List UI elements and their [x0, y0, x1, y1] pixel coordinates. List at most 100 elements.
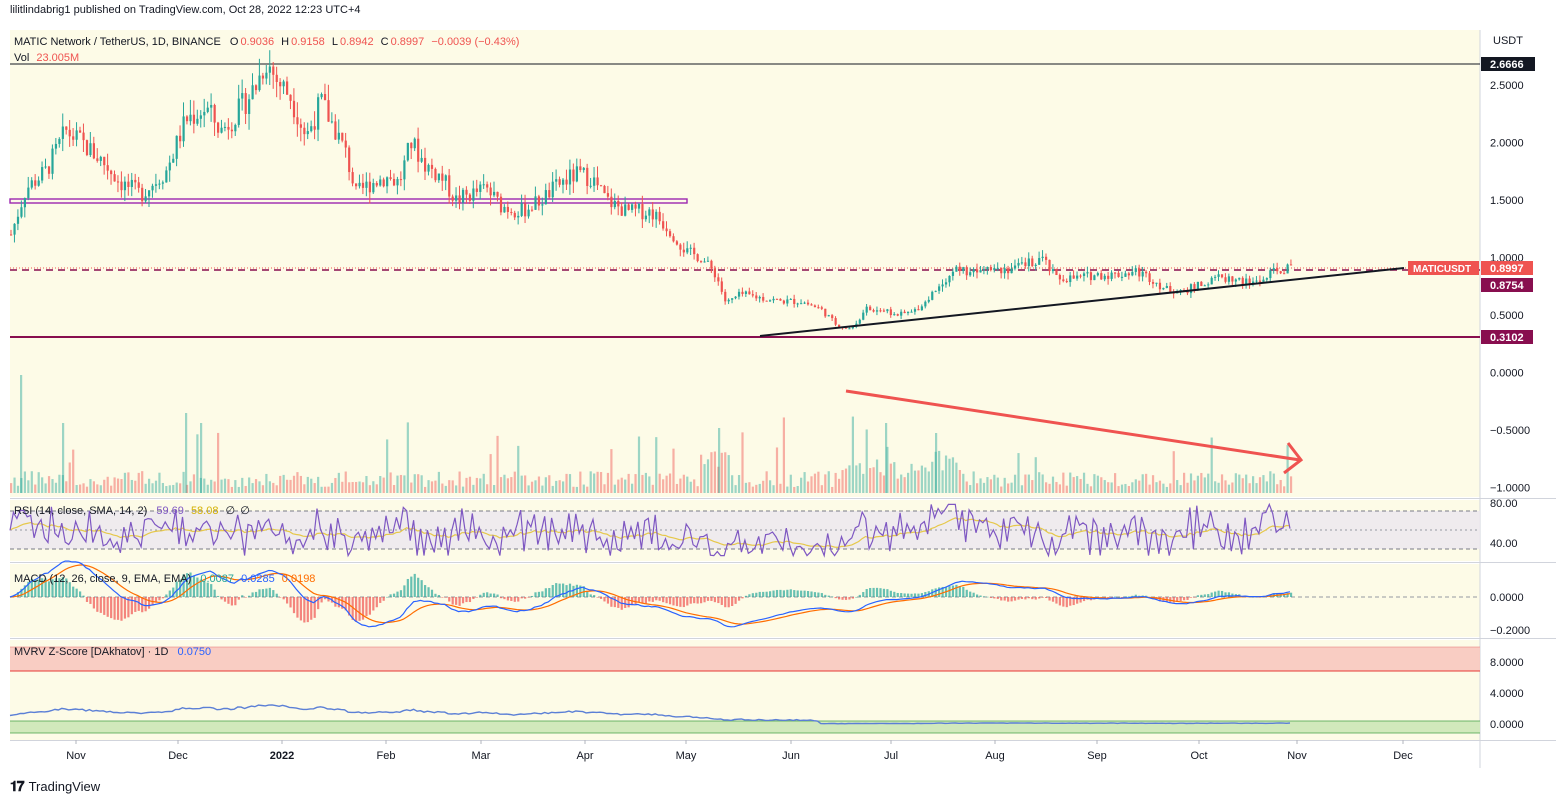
vol-label: Vol: [14, 52, 30, 64]
candle-body: [731, 298, 734, 300]
candle-body: [348, 147, 351, 173]
volume-bar: [196, 434, 199, 493]
macd-hist-bar: [106, 597, 109, 617]
candle-body: [475, 188, 478, 192]
volume-bar: [1072, 477, 1075, 493]
time-tick: Mar: [472, 750, 491, 762]
candle-body: [27, 187, 30, 199]
candle-body: [758, 296, 761, 299]
down-arrow: [845, 389, 1304, 475]
volume-bar: [1013, 474, 1017, 493]
candle-body: [1027, 258, 1030, 267]
volume-bar: [1045, 482, 1048, 493]
candle-body: [948, 275, 951, 283]
time-tick: May: [676, 750, 697, 762]
candle-body: [44, 166, 47, 168]
candle-body: [1265, 278, 1268, 280]
volume-bar: [1141, 474, 1144, 493]
candle-body: [92, 143, 95, 159]
macd-hist-bar: [310, 597, 313, 620]
macd-hist-bar: [37, 579, 40, 597]
macd-hist-bar: [237, 597, 240, 600]
volume-bar: [54, 482, 58, 493]
price-axis: 2.50002.00001.50001.00000.50000.0000−0.5…: [1490, 80, 1530, 495]
volume-bar: [482, 473, 485, 493]
macd-hist-bar: [23, 585, 26, 597]
volume-bar: [1169, 483, 1172, 493]
macd-hist-bar: [510, 597, 513, 602]
volume-bar: [1096, 475, 1099, 493]
candle-body: [769, 300, 772, 302]
volume-bar: [993, 474, 996, 493]
macd-hist-bar: [872, 587, 875, 597]
candle-body: [206, 107, 209, 112]
candle-body: [510, 211, 513, 213]
macd-hist-bar: [1120, 597, 1124, 598]
candle-body: [417, 138, 420, 162]
volume-bar: [1220, 474, 1224, 493]
volume-bar: [734, 485, 737, 493]
volume-bar: [1196, 475, 1199, 493]
candle-body: [1234, 279, 1237, 282]
candle-body: [682, 249, 685, 253]
volume-bar: [603, 484, 606, 493]
candle-body: [323, 94, 327, 101]
candle-body: [210, 104, 213, 108]
candle-body: [265, 72, 268, 79]
volume-bar: [375, 484, 378, 493]
candle-body: [1245, 278, 1248, 286]
volume-bar: [1148, 484, 1151, 493]
candle-body: [58, 138, 61, 144]
volume-bar: [320, 486, 323, 493]
candle-body: [130, 179, 133, 187]
volume-bar: [223, 478, 227, 493]
macd-hist-bar: [913, 593, 917, 597]
macd-hist-bar: [682, 597, 685, 608]
macd-hist-bar: [427, 587, 430, 597]
price-tick: 0.0000: [1490, 368, 1524, 380]
macd-hist-bar: [862, 592, 865, 597]
volume-bar: [1283, 486, 1286, 493]
candle-body: [820, 307, 823, 309]
candle-body: [1127, 273, 1130, 276]
macd-hist-bar: [527, 597, 530, 598]
macd-hist-bar: [651, 597, 654, 602]
volume-bar: [631, 483, 634, 493]
volume-bar: [1138, 480, 1141, 493]
tag-resistance: 2.6666: [1481, 57, 1535, 71]
candle-body: [241, 93, 244, 99]
volume-bar: [1003, 477, 1006, 493]
volume-bar: [582, 484, 585, 493]
tradingview-logo[interactable]: 𝟏𝟕 TradingView: [10, 778, 100, 795]
volume-bar: [1020, 485, 1024, 493]
candle-body: [327, 100, 330, 122]
candle-body: [406, 142, 409, 161]
volume-bar: [206, 484, 209, 493]
candle-body: [213, 104, 216, 123]
macd-hist-bar: [1183, 597, 1186, 601]
legend-open-label: O: [229, 36, 239, 48]
macd-hist-bar: [437, 595, 440, 597]
candle-body: [858, 319, 861, 324]
macd-hist-bar: [665, 597, 668, 604]
candle-body: [16, 216, 20, 224]
candle-body: [555, 179, 558, 182]
candle-body: [1269, 270, 1272, 279]
volume-bar: [1034, 457, 1037, 493]
volume-bar: [524, 475, 527, 493]
volume-bar: [568, 474, 572, 493]
volume-bar: [30, 471, 33, 493]
volume-bar: [172, 484, 175, 493]
mvrv-axis: 8.0000 4.0000 0.0000: [1490, 657, 1524, 731]
candle-body: [1248, 278, 1251, 284]
volume-bar: [185, 413, 188, 493]
macd-tick: −0.2000: [1490, 625, 1530, 637]
macd-hist-bar: [1210, 592, 1213, 597]
volume-bar: [344, 471, 347, 493]
macd-hist-bar: [1193, 597, 1196, 598]
candle-body: [434, 168, 437, 181]
macd-hist-bar: [1024, 597, 1027, 600]
volume-bar: [917, 470, 920, 493]
macd-hist-bar: [1020, 597, 1024, 599]
